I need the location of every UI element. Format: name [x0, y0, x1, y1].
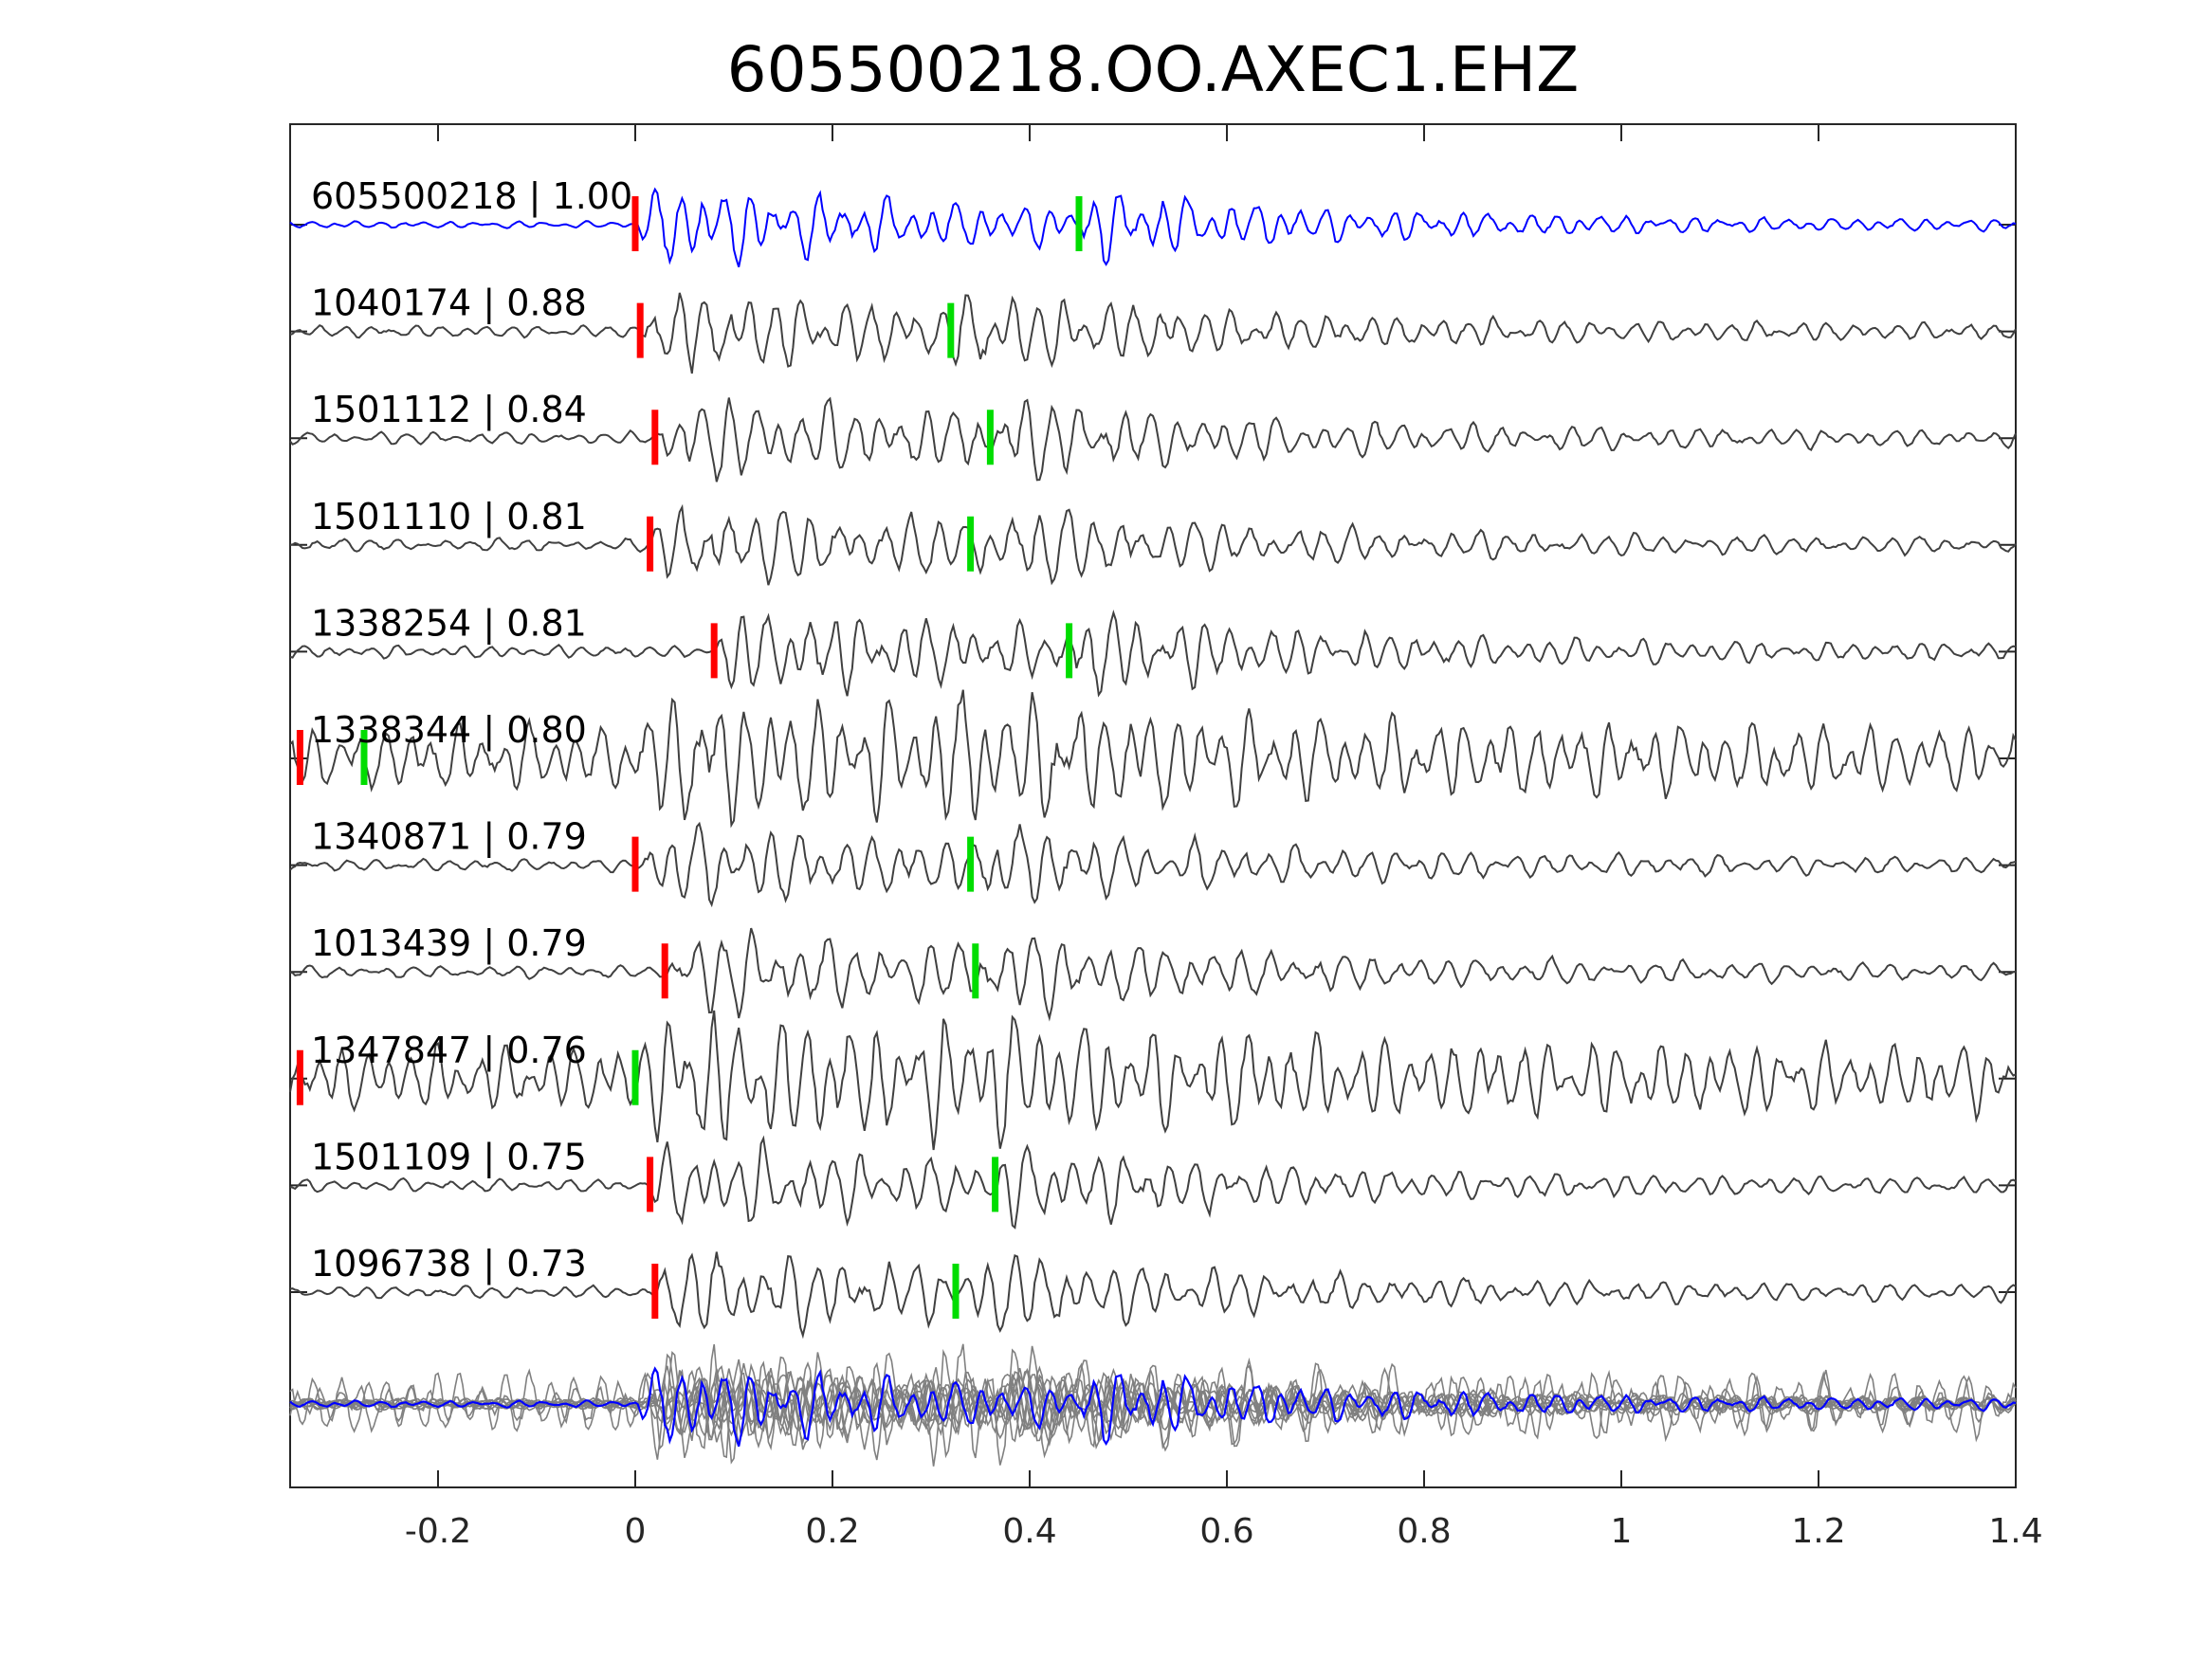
- trace-label-1040174: 1040174 | 0.88: [311, 283, 587, 325]
- x-axis-ticks: -0.2 0 0.2 0.4 0.6 0.8 1 1.2 1.4: [405, 124, 2043, 1551]
- trace-1501110: [289, 503, 2017, 586]
- trace-1040174: [289, 292, 2017, 374]
- trace-label-1347847: 1347847 | 0.76: [311, 1030, 587, 1072]
- x-tick-label: 1: [1611, 1512, 1633, 1551]
- trace-label-1096738: 1096738 | 0.73: [311, 1243, 587, 1285]
- trace-label-1501112: 1501112 | 0.84: [311, 389, 587, 431]
- trace-1338344: [289, 689, 2017, 829]
- axes-box: [289, 123, 2017, 1488]
- chart-title: 605500218.OO.AXEC1.EHZ: [727, 33, 1580, 106]
- trace-1096738: [289, 1251, 2017, 1340]
- stack-reference-605500218: [289, 1366, 2017, 1448]
- trace-1013439: [289, 927, 2017, 1022]
- stack-trace-1340871: [289, 1366, 2017, 1441]
- trace-1338254: [289, 610, 2017, 698]
- x-tick-label: 0.2: [805, 1512, 859, 1551]
- trace-1501112: [289, 396, 2017, 483]
- trace-1340871: [289, 821, 2017, 908]
- x-tick-label: 1.2: [1791, 1512, 1845, 1551]
- x-tick-label: 0: [625, 1512, 647, 1551]
- trace-1501109: [289, 1135, 2017, 1230]
- x-tick-label: 0.8: [1397, 1512, 1451, 1551]
- trace-1347847: [289, 1010, 2017, 1151]
- trace-label-1338254: 1338254 | 0.81: [311, 602, 587, 645]
- x-tick-label: -0.2: [405, 1512, 471, 1551]
- trace-label-1340871: 1340871 | 0.79: [311, 816, 587, 859]
- stack-trace-1347847: [289, 1343, 2017, 1467]
- picks-layer: [296, 196, 1083, 1319]
- trace-label-605500218: 605500218 | 1.00: [311, 175, 632, 218]
- trace-labels: 605500218 | 1.00 1040174 | 0.88 1501112 | …: [311, 175, 632, 1285]
- stack-panel: [289, 1343, 2017, 1467]
- trace-label-1501110: 1501110 | 0.81: [311, 496, 587, 538]
- x-tick-label: 0.6: [1199, 1512, 1253, 1551]
- trace-label-1501109: 1501109 | 0.75: [311, 1136, 587, 1178]
- traces-layer: [289, 187, 2017, 1340]
- trace-label-1013439: 1013439 | 0.79: [311, 922, 587, 965]
- trace-605500218: [289, 187, 2017, 267]
- x-tick-label: 1.4: [1988, 1512, 2042, 1551]
- x-tick-label: 0.4: [1002, 1512, 1056, 1551]
- trace-label-1338344: 1338344 | 0.80: [311, 709, 587, 752]
